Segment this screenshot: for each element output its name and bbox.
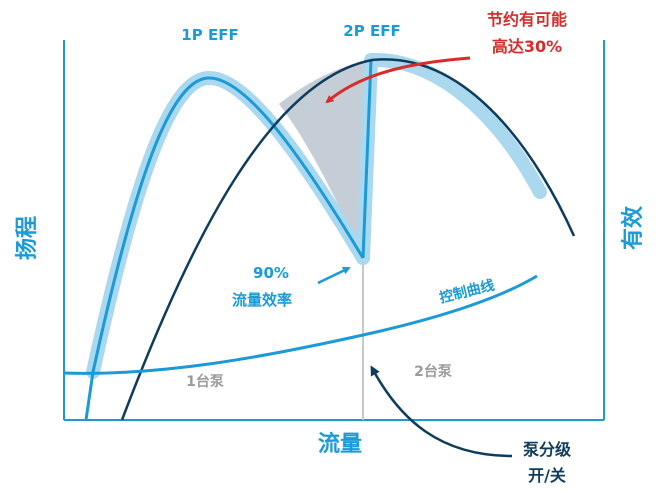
staging-arrow bbox=[370, 365, 513, 458]
two-pump-efficiency-halo bbox=[356, 52, 547, 265]
savings-label-line2: 高达30% bbox=[492, 37, 562, 56]
two-pump-efficiency-curve bbox=[361, 59, 373, 259]
one-pump-efficiency-curve bbox=[91, 76, 365, 373]
savings-arrow bbox=[325, 56, 471, 104]
one-pump-efficiency-lower-tail bbox=[84, 371, 95, 421]
control-curve bbox=[63, 274, 538, 375]
savings-label-line1: 节约有可能 bbox=[487, 10, 567, 29]
flow-efficiency-label-line2: 流量效率 bbox=[232, 291, 292, 309]
control-curve-label: 控制曲线 bbox=[438, 277, 496, 307]
flow-efficiency-label-line1: 90% bbox=[253, 264, 289, 282]
y-axis-left-label: 扬程 bbox=[15, 216, 40, 260]
savings-shaded-area bbox=[279, 60, 371, 258]
head-curve bbox=[120, 58, 576, 421]
two-pump-label: 2台泵 bbox=[414, 363, 452, 380]
staging-label-line1: 泵分级 bbox=[522, 440, 572, 459]
two-pump-eff-label: 2P EFF bbox=[343, 22, 400, 40]
x-axis-label: 流量 bbox=[318, 431, 362, 457]
one-pump-eff-label: 1P EFF bbox=[181, 26, 238, 44]
y-axis-right-label: 有效 bbox=[620, 206, 646, 250]
flow-efficiency-arrow bbox=[317, 266, 351, 285]
one-pump-label: 1台泵 bbox=[186, 373, 224, 390]
staging-label-line2: 开/关 bbox=[528, 466, 566, 485]
